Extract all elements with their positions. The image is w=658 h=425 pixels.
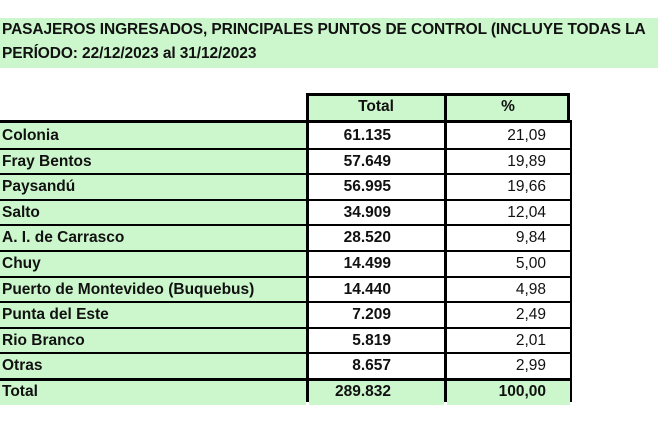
passenger-percent: 2,99 — [447, 353, 570, 379]
passenger-total: 14.440 — [309, 276, 444, 303]
control-point-name: A. I. de Carrasco — [0, 225, 306, 251]
report-period: PERÍODO: 22/12/2023 al 31/12/2023 — [2, 45, 257, 62]
column-header-total: Total — [358, 98, 394, 115]
passenger-percent: 2,49 — [447, 302, 570, 328]
passenger-total: 7.209 — [309, 302, 444, 328]
column-divider — [306, 123, 309, 399]
header-divider — [444, 93, 447, 120]
table-row: Puerto de Montevideo (Buquebus) 14.440 4… — [0, 276, 570, 303]
report-title-band: PASAJEROS INGRESADOS, PRINCIPALES PUNTOS… — [0, 18, 658, 68]
passenger-percent: 5,00 — [447, 251, 570, 277]
table-row: Colonia 61.135 21,09 — [0, 123, 570, 149]
table-row: Salto 34.909 12,04 — [0, 199, 570, 226]
passenger-percent: 21,09 — [447, 123, 570, 149]
total-divider — [0, 377, 570, 381]
total-label: Total — [0, 379, 306, 405]
row-divider — [0, 352, 570, 355]
grand-total: 289.832 — [309, 379, 444, 405]
row-divider — [0, 173, 570, 176]
table-header — [306, 93, 570, 120]
column-divider — [444, 123, 447, 399]
table-row: Otras 8.657 2,99 — [0, 353, 570, 379]
row-divider — [0, 224, 570, 227]
passenger-total: 57.649 — [309, 148, 444, 175]
passenger-total: 28.520 — [309, 225, 444, 251]
table-row: Paysandú 56.995 19,66 — [0, 174, 570, 200]
passenger-percent: 9,84 — [447, 225, 570, 251]
row-divider — [0, 147, 570, 150]
grand-total-percent: 100,00 — [447, 379, 570, 405]
passenger-percent: 19,89 — [447, 148, 570, 175]
row-divider — [0, 301, 570, 304]
table-body: Colonia 61.135 21,09 Fray Bentos 57.649 … — [0, 120, 572, 405]
control-point-name: Rio Branco — [0, 327, 306, 354]
passenger-percent: 12,04 — [447, 199, 570, 226]
passenger-total: 56.995 — [309, 174, 444, 200]
passenger-percent: 2,01 — [447, 327, 570, 354]
report-title: PASAJEROS INGRESADOS, PRINCIPALES PUNTOS… — [2, 21, 646, 38]
table-row: Fray Bentos 57.649 19,89 — [0, 148, 570, 175]
passenger-percent: 4,98 — [447, 276, 570, 303]
table-row: A. I. de Carrasco 28.520 9,84 — [0, 225, 570, 251]
passenger-total: 8.657 — [309, 353, 444, 379]
control-point-name: Salto — [0, 199, 306, 226]
control-point-name: Paysandú — [0, 174, 306, 200]
passenger-total: 34.909 — [309, 199, 444, 226]
table-row: Rio Branco 5.819 2,01 — [0, 327, 570, 354]
control-point-name: Fray Bentos — [0, 148, 306, 175]
control-point-name: Otras — [0, 353, 306, 379]
row-divider — [0, 326, 570, 329]
row-divider — [0, 275, 570, 278]
control-point-name: Colonia — [0, 123, 306, 149]
row-divider — [0, 250, 570, 252]
passenger-total: 61.135 — [309, 123, 444, 149]
control-point-name: Punta del Este — [0, 302, 306, 328]
table-total-row: Total 289.832 100,00 — [0, 379, 570, 405]
control-point-name: Puerto de Montevideo (Buquebus) — [0, 276, 306, 303]
passenger-percent: 19,66 — [447, 174, 570, 200]
passenger-total: 14.499 — [309, 251, 444, 277]
table-row: Punta del Este 7.209 2,49 — [0, 302, 570, 328]
table-row: Chuy 14.499 5,00 — [0, 251, 570, 277]
passenger-total: 5.819 — [309, 327, 444, 354]
column-header-percent: % — [501, 98, 515, 115]
row-divider — [0, 198, 570, 201]
control-point-name: Chuy — [0, 251, 306, 277]
